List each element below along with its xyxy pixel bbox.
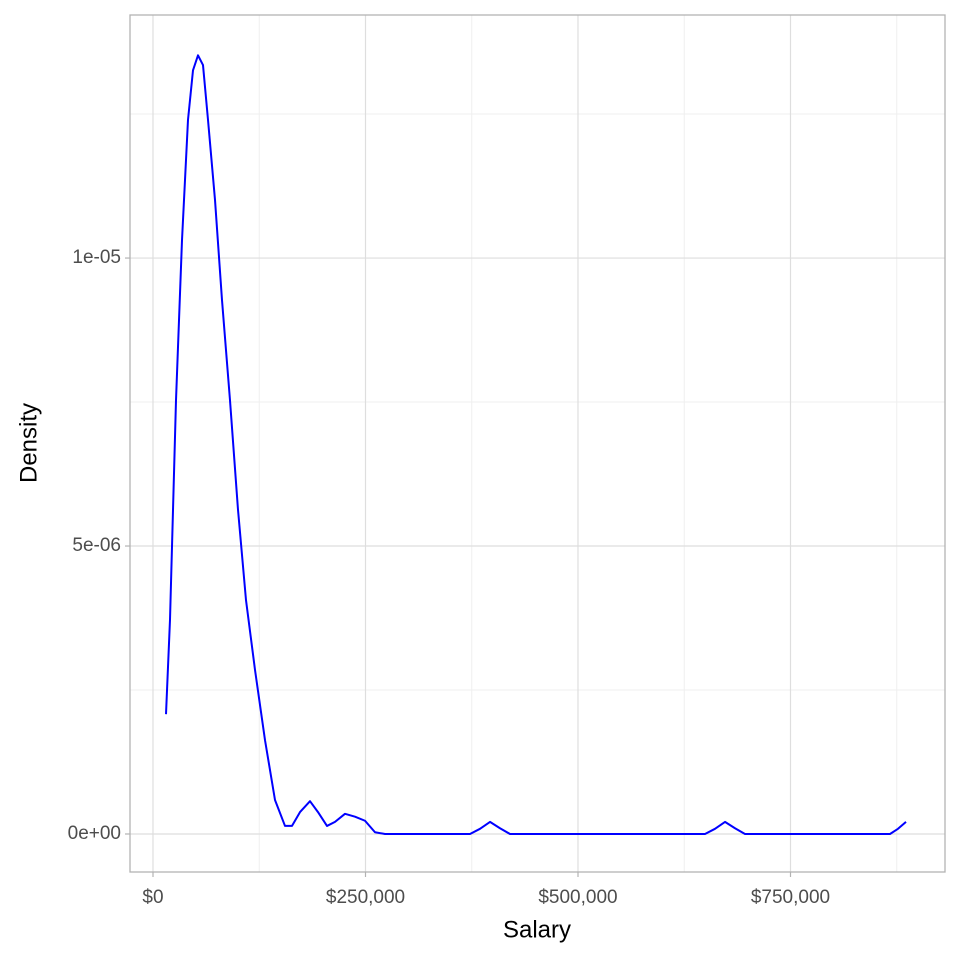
x-tick-label: $0 [142, 887, 163, 908]
y-axis-title: Density [15, 403, 42, 483]
density-line [165, 54, 907, 835]
x-axis-title: Salary [503, 916, 571, 943]
x-tick-label: $500,000 [538, 887, 617, 908]
panel-border [129, 14, 946, 873]
x-tick-label: $250,000 [326, 887, 405, 908]
y-tick-label: 0e+00 [68, 823, 121, 844]
x-tick-label: $750,000 [751, 887, 830, 908]
y-tick-label: 5e-06 [72, 535, 121, 556]
y-tick-label: 1e-05 [72, 247, 121, 268]
